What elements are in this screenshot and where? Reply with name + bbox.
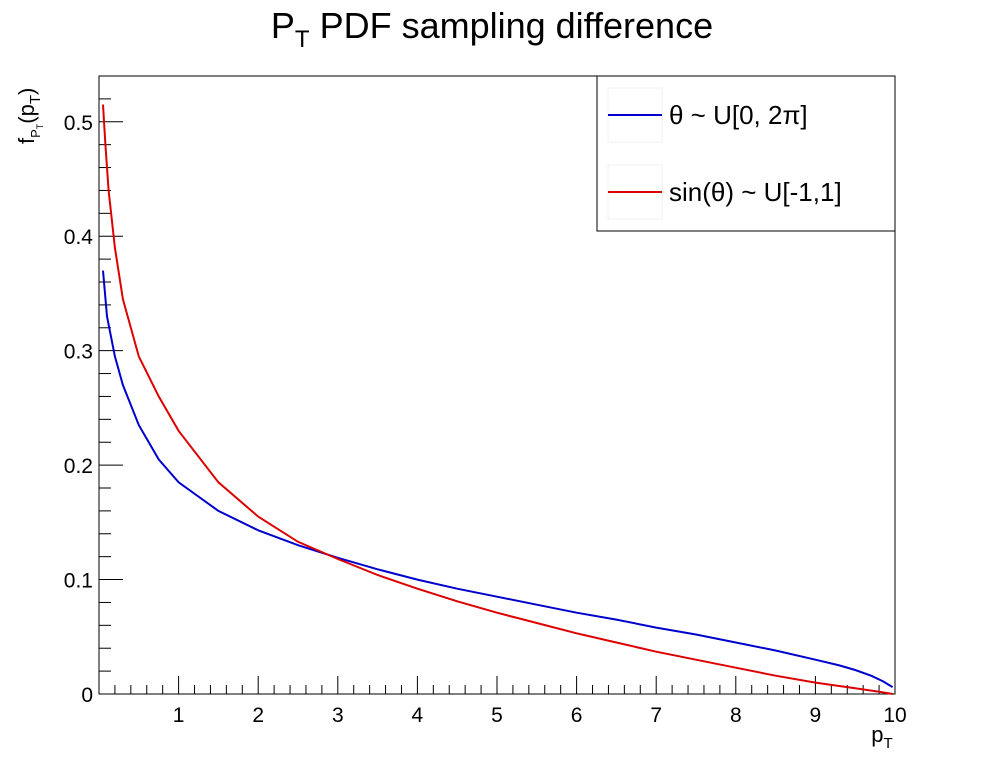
title-main: P — [271, 5, 295, 46]
x-tick-label: 10 — [883, 704, 906, 727]
x-tick-label: 8 — [730, 704, 742, 727]
legend-label-theta-uniform: θ ~ U[0, 2π] — [669, 100, 808, 130]
title-subscript: T — [295, 26, 310, 53]
y-tick-label: 0.3 — [64, 341, 93, 364]
y-tick-label: 0.4 — [64, 226, 94, 249]
x-tick-label: 2 — [252, 704, 264, 727]
legend-label-sin-uniform: sin(θ) ~ U[-1,1] — [669, 177, 842, 207]
theta-uniform-curve — [102, 270, 894, 688]
axis-ticks — [99, 98, 896, 694]
legend: θ ~ U[0, 2π] sin(θ) ~ U[-1,1] — [596, 75, 896, 232]
title-rest: PDF sampling difference — [310, 5, 714, 46]
x-tick-label: 7 — [650, 704, 662, 727]
x-tick-label: 6 — [571, 704, 583, 727]
x-tick-label: 4 — [412, 704, 424, 727]
axis-tick-labels: 1 2 3 4 5 6 7 8 9 10 0 0.1 0.2 0.3 0.4 0.5 — [64, 112, 907, 727]
x-tick-label: 1 — [173, 704, 185, 727]
chart-title: PT PDF sampling difference — [271, 5, 713, 53]
y-tick-label: 0.1 — [64, 570, 93, 593]
x-tick-label: 5 — [491, 704, 503, 727]
y-tick-label: 0 — [81, 684, 93, 707]
y-tick-label: 0.2 — [64, 455, 93, 478]
sin-uniform-curve — [102, 104, 893, 695]
x-axis-label: pT — [871, 722, 892, 752]
x-tick-label: 9 — [810, 704, 822, 727]
y-axis-label: fPT(pT) — [14, 88, 45, 144]
x-tick-label: 3 — [332, 704, 344, 727]
legend-box — [596, 75, 896, 232]
y-tick-label: 0.5 — [64, 112, 93, 135]
data-curves — [102, 104, 894, 695]
